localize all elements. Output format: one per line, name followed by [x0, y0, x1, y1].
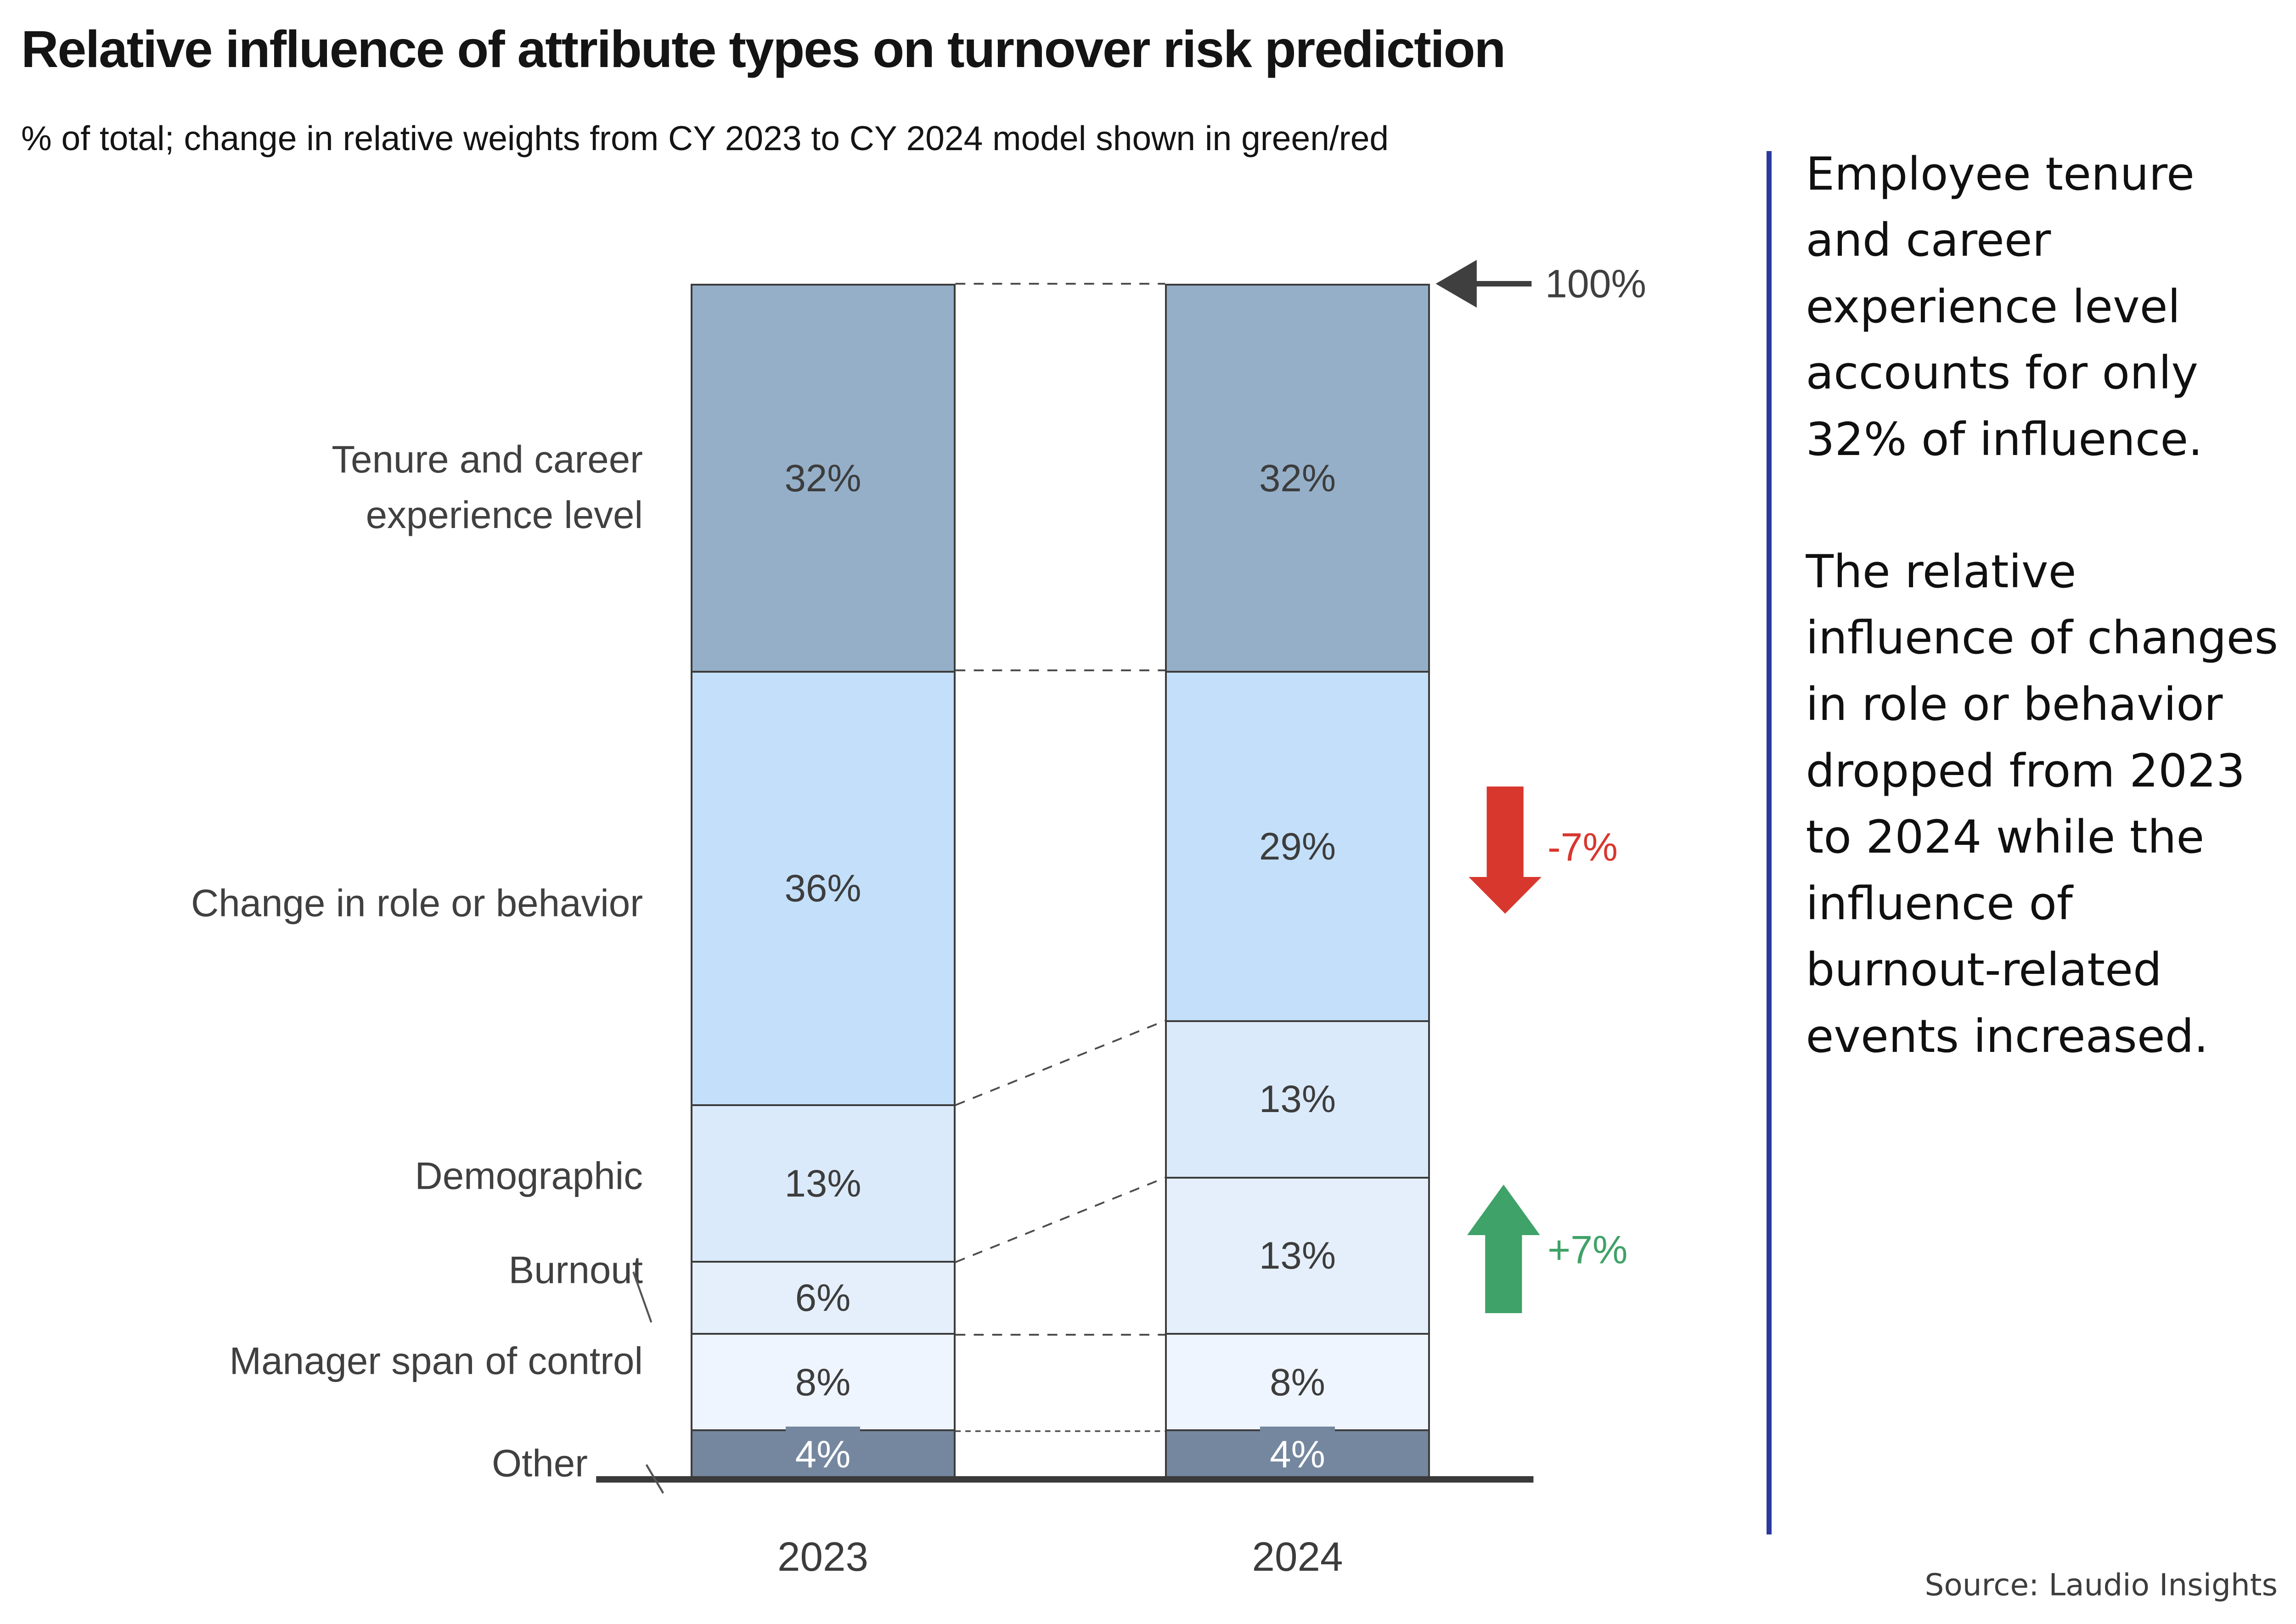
segment-value-label: 13% — [1259, 1234, 1336, 1277]
category-label-tenure: Tenure and career experience level — [0, 432, 643, 543]
segment-value-label: 8% — [795, 1360, 851, 1404]
segment-burnout-2023: 6% — [692, 1261, 954, 1333]
segment-demographic-2023: 13% — [692, 1104, 954, 1261]
segment-demographic-2024: 13% — [1167, 1020, 1428, 1177]
connector-line-role-change-bottom — [955, 1020, 1165, 1106]
category-label-tenure-line2: experience level — [366, 493, 643, 537]
category-label-tenure-line1: Tenure and career — [332, 438, 643, 481]
segment-value-label: 29% — [1259, 824, 1336, 868]
x-axis-label-2023: 2023 — [777, 1533, 868, 1579]
segment-value-label: 6% — [795, 1276, 851, 1320]
segment-span-of-control-2024: 8% — [1167, 1333, 1428, 1430]
connector-line-demographic-bottom — [955, 1177, 1165, 1263]
segment-burnout-2024: 13% — [1167, 1176, 1428, 1333]
category-label-span-of-control: Manager span of control — [229, 1339, 643, 1382]
segment-tenure-2024: 32% — [1167, 285, 1428, 671]
decrease-delta-label: -7% — [1548, 825, 1618, 870]
x-axis-label-2024: 2024 — [1252, 1533, 1343, 1579]
segment-value-label: 36% — [784, 866, 861, 910]
category-label-burnout: Burnout — [508, 1248, 643, 1292]
commentary-paragraph-2: The relative influence of changes in rol… — [1806, 545, 2279, 1063]
segment-role-change-2024: 29% — [1167, 671, 1428, 1020]
segment-value-label: 13% — [784, 1161, 861, 1205]
page-title: Relative influence of attribute types on… — [21, 20, 1506, 79]
source-note: Source: Laudio Insights — [1925, 1567, 2278, 1603]
bar-2024: 32% 29% 13% 13% 8% 4% — [1165, 283, 1430, 1483]
segment-value-label: 13% — [1259, 1077, 1336, 1121]
segment-tenure-2023: 32% — [692, 285, 954, 671]
category-label-demographic: Demographic — [415, 1154, 643, 1197]
page-subtitle: % of total; change in relative weights f… — [21, 119, 1389, 158]
commentary-paragraph-1: Employee tenure and career experience le… — [1806, 147, 2203, 466]
vertical-divider — [1766, 151, 1772, 1535]
segment-value-label: 32% — [784, 456, 861, 500]
segment-value-label: 8% — [1270, 1360, 1325, 1404]
segment-role-change-2023: 36% — [692, 671, 954, 1105]
increase-delta-label: +7% — [1548, 1228, 1628, 1272]
segment-other-2024: 4% — [1167, 1426, 1428, 1483]
bar-2023: 32% 36% 13% 6% 8% 4% — [690, 283, 956, 1483]
category-label-role-change: Change in role or behavior — [191, 881, 643, 925]
increase-arrow-icon — [1467, 1185, 1540, 1313]
hundred-percent-label: 100% — [1545, 262, 1646, 306]
commentary-panel: Employee tenure and career experience le… — [1806, 141, 2279, 1070]
segment-other-2023: 4% — [692, 1426, 954, 1483]
left-arrow-head-icon — [1435, 260, 1477, 308]
segment-value-label: 4% — [1260, 1426, 1335, 1483]
segment-span-of-control-2023: 8% — [692, 1333, 954, 1430]
segment-value-label: 32% — [1259, 456, 1336, 500]
decrease-arrow-icon — [1469, 787, 1542, 914]
category-label-other: Other — [492, 1441, 588, 1485]
other-pointer-line — [645, 1464, 664, 1494]
segment-value-label: 4% — [785, 1426, 861, 1483]
